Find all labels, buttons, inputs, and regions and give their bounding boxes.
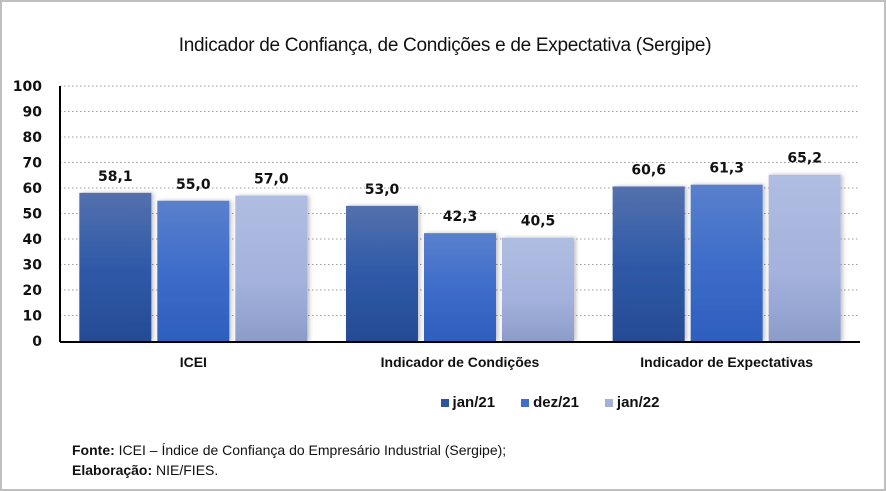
legend-item: jan/22 — [604, 394, 660, 411]
footer: Fonte: ICEI – Índice de Confiança do Emp… — [72, 440, 506, 480]
y-tick-label: 30 — [23, 258, 43, 274]
bar-dez-21 — [157, 200, 230, 341]
data-labels: 58,1 55,0 57,0 53,0 42,3 40,5 60,6 61,3 65,2 — [98, 151, 822, 230]
bar-chart: 0 10 20 30 40 50 60 70 80 90 100 ICEI Indicador de C… — [13, 79, 860, 370]
y-tick-label: 90 — [23, 105, 43, 121]
legend-swatch — [604, 398, 613, 407]
data-label: 53,0 — [365, 182, 400, 198]
data-label: 60,6 — [631, 162, 666, 178]
legend-label: jan/22 — [616, 394, 660, 411]
legend-swatch — [440, 398, 449, 407]
bars — [79, 174, 841, 341]
y-tick-label: 0 — [32, 334, 42, 350]
x-category-label: Indicador de Expectativas — [640, 354, 813, 370]
bar-dez-21 — [690, 184, 763, 341]
y-tick-label: 100 — [13, 79, 42, 95]
x-category-label: ICEI — [180, 354, 207, 370]
y-tick-label: 20 — [23, 283, 43, 299]
bar-jan-21 — [79, 192, 152, 341]
data-label: 58,1 — [98, 169, 133, 185]
bar-jan-22 — [502, 237, 574, 341]
x-category-label: Indicador de Condições — [381, 354, 540, 370]
data-label: 65,2 — [787, 151, 822, 167]
legend: jan/21 dez/21 jan/22 — [2, 394, 884, 411]
axes: 0 10 20 30 40 50 60 70 80 90 100 ICEI Indicador de C… — [13, 79, 860, 370]
data-label: 55,0 — [176, 177, 211, 193]
credit-line: Elaboração: NIE/FIES. — [72, 460, 506, 480]
y-tick-label: 80 — [23, 130, 43, 146]
y-tick-label: 40 — [23, 232, 43, 248]
y-tick-label: 60 — [23, 181, 43, 197]
bar-jan-21 — [346, 205, 418, 341]
legend-swatch — [521, 398, 530, 407]
source-line: Fonte: ICEI – Índice de Confiança do Emp… — [72, 440, 506, 460]
credit-text: NIE/FIES. — [152, 462, 219, 478]
bar-jan-22 — [768, 174, 841, 341]
legend-item: dez/21 — [521, 394, 579, 411]
y-tick-label: 10 — [23, 309, 43, 325]
data-label: 61,3 — [709, 161, 744, 177]
legend-label: jan/21 — [452, 394, 496, 411]
credit-label: Elaboração: — [72, 462, 153, 478]
data-label: 40,5 — [521, 214, 556, 230]
bar-dez-21 — [424, 233, 496, 341]
chart-title: Indicador de Confiança, de Condições e d… — [178, 35, 712, 56]
bar-jan-21 — [612, 186, 685, 341]
legend-item: jan/21 — [440, 394, 496, 411]
y-tick-label: 50 — [23, 207, 43, 223]
data-label: 42,3 — [443, 209, 478, 225]
legend-label: dez/21 — [533, 394, 579, 411]
data-label: 57,0 — [254, 172, 289, 188]
source-label: Fonte: — [72, 442, 115, 458]
bar-jan-22 — [235, 195, 308, 341]
y-tick-label: 70 — [23, 156, 43, 172]
source-text: ICEI – Índice de Confiança do Empresário… — [114, 442, 507, 458]
